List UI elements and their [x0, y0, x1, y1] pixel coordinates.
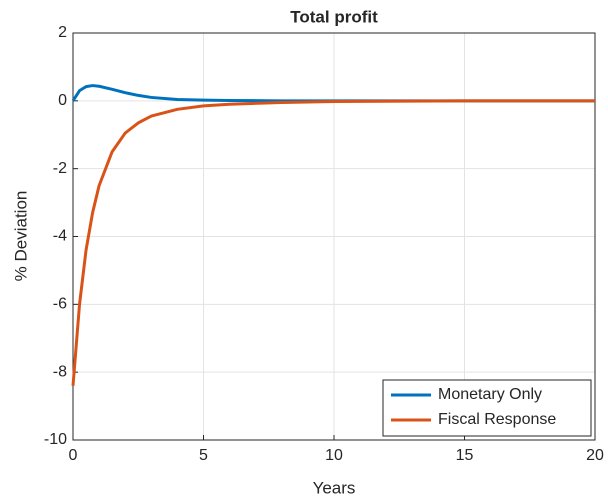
y-axis-label: % Deviation [11, 191, 30, 282]
chart-title: Total profit [290, 7, 378, 26]
x-axis-label: Years [313, 478, 356, 497]
legend-box [382, 379, 592, 437]
legend-label: Monetary Only [438, 386, 542, 403]
x-tick-label: 15 [456, 447, 474, 464]
legend: Monetary Only Fiscal Response [382, 379, 592, 437]
y-tick-label: 2 [58, 24, 67, 41]
y-tick-label: -10 [44, 431, 67, 448]
y-tick-label: -4 [53, 228, 67, 245]
x-tick-label: 10 [325, 447, 343, 464]
x-tick-label: 5 [199, 447, 208, 464]
y-tick-label: -6 [53, 296, 67, 313]
x-tick-label: 0 [69, 447, 78, 464]
y-tick-label: 0 [58, 92, 67, 109]
x-tick-label: 20 [586, 447, 604, 464]
legend-label: Fiscal Response [438, 411, 556, 428]
y-tick-label: -8 [53, 363, 67, 380]
plot-frame [72, 32, 596, 441]
y-tick-label: -2 [53, 160, 67, 177]
data-line [71, 99, 595, 386]
